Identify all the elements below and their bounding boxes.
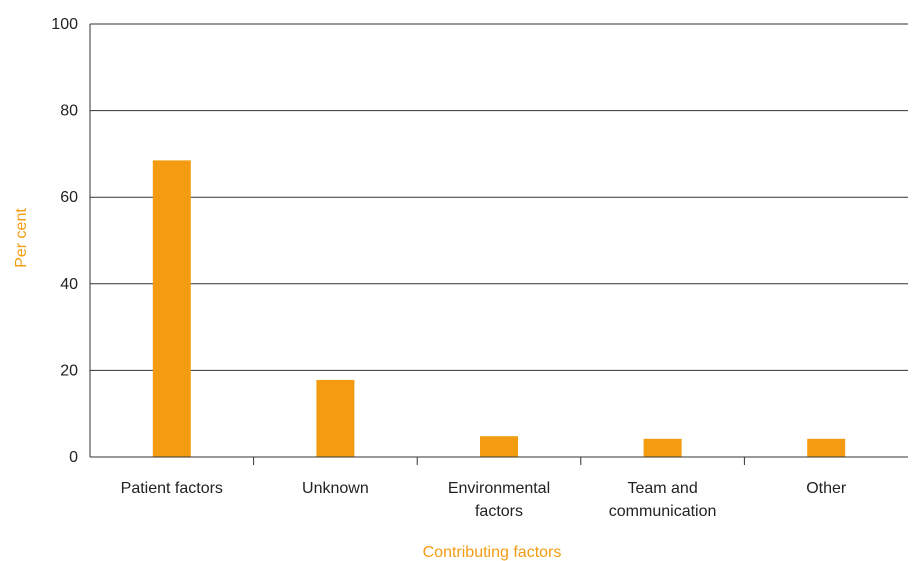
bar — [480, 436, 518, 457]
bar — [316, 379, 355, 457]
y-tick-labels: 0 20 40 60 80 100 — [51, 16, 78, 466]
y-tick-label: 80 — [60, 103, 78, 120]
bars — [152, 160, 846, 457]
y-tick-label: 20 — [60, 362, 78, 379]
bar — [152, 160, 191, 457]
bar — [807, 438, 846, 457]
x-tick-label: Unknown — [302, 480, 369, 497]
y-tick-label: 40 — [60, 276, 78, 293]
x-tick-label: factors — [475, 503, 523, 520]
x-axis-title: Contributing factors — [423, 544, 562, 561]
x-tick-label: Team and — [627, 480, 697, 497]
y-tick-label: 100 — [51, 16, 78, 33]
y-tick-label: 60 — [60, 189, 78, 206]
gridlines — [90, 23, 908, 371]
x-tick-label: Other — [806, 480, 847, 497]
x-tick-label: communication — [609, 503, 717, 520]
x-tick-labels: Patient factors Unknown Environmental facto… — [121, 480, 847, 520]
x-tick-label: Patient factors — [121, 480, 223, 497]
bar — [643, 438, 682, 457]
x-tick-label: Environmental — [448, 480, 550, 497]
y-tick-label: 0 — [69, 449, 78, 466]
axes — [89, 24, 908, 465]
y-axis-title: Per cent — [13, 208, 30, 268]
